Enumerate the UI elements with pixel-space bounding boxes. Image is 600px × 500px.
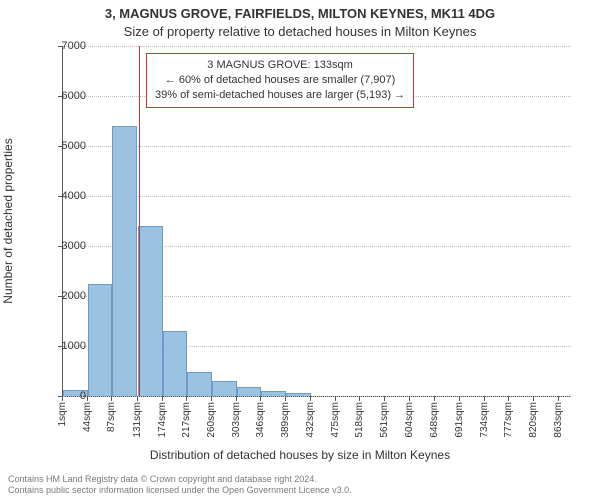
x-tick-label: 734sqm [479,402,490,438]
x-tick-label: 87sqm [106,402,117,432]
y-axis-label: Number of detached properties [1,138,15,303]
x-tick-label: 303sqm [231,402,242,438]
chart-title-subtitle: Size of property relative to detached ho… [0,24,600,39]
x-tick-mark [162,396,163,401]
histogram-bar [187,372,212,396]
histogram-bar [138,226,163,396]
y-tick-label: 4000 [42,190,86,202]
annotation-box: 3 MAGNUS GROVE: 133sqm ← 60% of detached… [146,53,414,108]
x-tick-label: 691sqm [454,402,465,438]
x-tick-mark [87,396,88,401]
chart-title-address: 3, MAGNUS GROVE, FAIRFIELDS, MILTON KEYN… [0,6,600,21]
chart-container: 3, MAGNUS GROVE, FAIRFIELDS, MILTON KEYN… [0,0,600,500]
x-tick-label: 475sqm [330,402,341,438]
x-axis-label: Distribution of detached houses by size … [0,448,600,462]
x-tick-label: 131sqm [132,402,143,438]
x-tick-label: 44sqm [82,402,93,432]
x-tick-mark [434,396,435,401]
y-tick-label: 0 [42,390,86,402]
y-tick-label: 3000 [42,240,86,252]
y-tick-label: 1000 [42,340,86,352]
x-tick-mark [484,396,485,401]
x-tick-mark [310,396,311,401]
x-tick-label: 432sqm [305,402,316,438]
histogram-bar [261,391,286,397]
x-tick-mark [111,396,112,401]
x-tick-label: 346sqm [255,402,266,438]
histogram-bar [212,381,237,397]
property-marker-line [139,46,140,396]
x-tick-mark [186,396,187,401]
x-tick-mark [211,396,212,401]
y-tick-label: 6000 [42,90,86,102]
x-tick-mark [409,396,410,401]
x-tick-mark [384,396,385,401]
x-tick-mark [335,396,336,401]
x-tick-label: 604sqm [404,402,415,438]
histogram-bar [237,387,262,396]
x-tick-label: 561sqm [379,402,390,438]
histogram-bar [88,284,113,397]
x-tick-mark [558,396,559,401]
x-tick-mark [508,396,509,401]
annotation-line3: 39% of semi-detached houses are larger (… [155,88,405,103]
x-tick-label: 389sqm [280,402,291,438]
y-tick-label: 2000 [42,290,86,302]
x-tick-label: 174sqm [157,402,168,438]
annotation-line1: 3 MAGNUS GROVE: 133sqm [155,58,405,73]
footer-line2: Contains public sector information licen… [8,485,352,496]
footer-line1: Contains HM Land Registry data © Crown c… [8,474,352,485]
histogram-bar [286,393,311,396]
x-tick-label: 820sqm [528,402,539,438]
x-tick-label: 863sqm [553,402,564,438]
x-tick-mark [236,396,237,401]
y-tick-label: 5000 [42,140,86,152]
histogram-bar [163,331,188,396]
x-tick-mark [359,396,360,401]
x-tick-mark [260,396,261,401]
x-tick-label: 1sqm [57,402,68,426]
annotation-line2: ← 60% of detached houses are smaller (7,… [155,73,405,88]
x-tick-mark [285,396,286,401]
x-tick-label: 648sqm [429,402,440,438]
y-tick-label: 7000 [42,40,86,52]
x-tick-mark [459,396,460,401]
x-tick-label: 777sqm [503,402,514,438]
gridline [63,396,571,397]
x-tick-label: 518sqm [354,402,365,438]
footer-attribution: Contains HM Land Registry data © Crown c… [8,474,352,497]
x-tick-mark [137,396,138,401]
x-tick-mark [533,396,534,401]
x-tick-label: 217sqm [181,402,192,438]
x-tick-label: 260sqm [206,402,217,438]
histogram-bar [112,126,137,396]
